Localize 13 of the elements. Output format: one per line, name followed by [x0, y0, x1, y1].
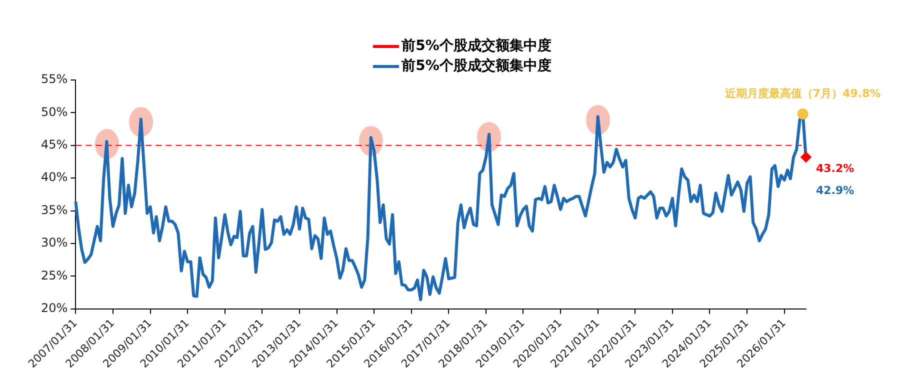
y-tick-label: 25% — [41, 268, 68, 282]
annotation: 近期月度最高值（7月）49.8% — [724, 86, 881, 100]
legend-label: 前5%个股成交额集中度 — [402, 36, 552, 56]
annotation: 43.2% — [816, 162, 854, 176]
y-tick-label: 40% — [41, 170, 68, 184]
y-tick-label: 50% — [41, 104, 68, 119]
y-tick-label: 55% — [41, 72, 68, 86]
annotation: 42.9% — [816, 184, 854, 198]
legend-label: 前5%个股成交额集中度 — [402, 56, 552, 76]
y-tick-label: 35% — [41, 202, 68, 217]
y-tick-label: 45% — [41, 138, 68, 152]
y-tick-label: 30% — [41, 236, 68, 250]
y-tick-label: 20% — [41, 300, 68, 315]
